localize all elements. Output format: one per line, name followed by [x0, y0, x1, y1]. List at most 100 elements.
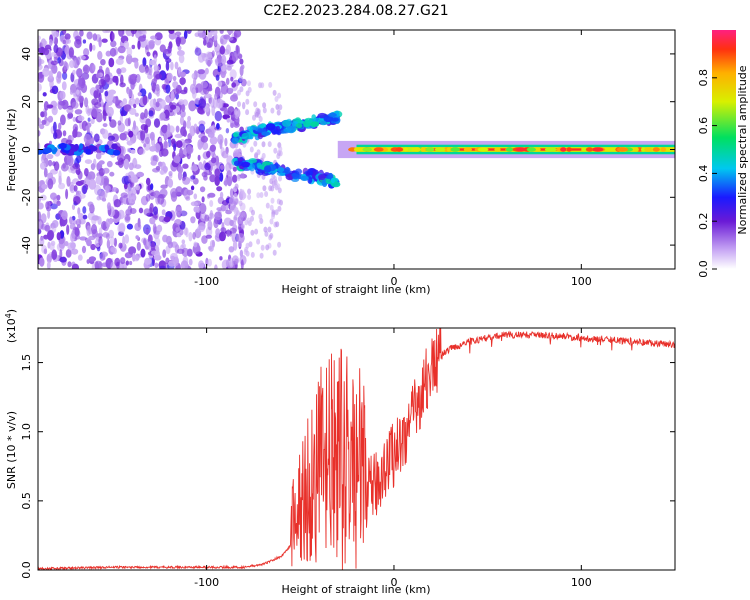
heatmap-cell	[41, 119, 47, 125]
carrier-blob	[616, 147, 629, 152]
heatmap-cell	[102, 110, 107, 122]
carrier-blob	[494, 147, 501, 152]
heatmap-cell	[269, 204, 274, 211]
heatmap-cell	[99, 65, 103, 71]
heatmap-cell	[89, 42, 93, 52]
heatmap-cell	[126, 223, 133, 230]
heatmap-cell	[153, 118, 161, 128]
heatmap-cell	[58, 122, 62, 131]
heatmap-cell	[72, 116, 77, 122]
heatmap-cell	[300, 175, 309, 181]
heatmap-cell	[187, 115, 192, 122]
heatmap-cell	[229, 188, 234, 198]
heatmap-cell	[165, 61, 170, 71]
heatmap-cell	[215, 74, 220, 81]
heatmap-cell	[73, 185, 78, 192]
heatmap-cell	[282, 119, 291, 127]
heatmap-cell	[268, 81, 273, 88]
heatmap-cell	[275, 125, 280, 131]
heatmap-cell	[253, 140, 258, 147]
heatmap-cell	[113, 237, 117, 247]
heatmap-cell	[234, 207, 239, 213]
carrier-blob	[434, 147, 446, 152]
heatmap-cell	[43, 40, 48, 46]
heatmap-cell	[132, 252, 136, 262]
heatmap-cell	[164, 78, 170, 86]
heatmap-cell	[194, 47, 202, 56]
heatmap-cell	[126, 47, 133, 57]
heatmap-cell	[286, 125, 296, 134]
heatmap-cell	[242, 101, 246, 110]
heatmap-axes: -100 0 100 -40 -20 0 20 40	[20, 30, 675, 288]
heatmap-cell	[204, 214, 210, 222]
heatmap-cell	[39, 123, 45, 130]
heatmap-cell	[153, 206, 158, 216]
carrier-blob	[515, 147, 527, 152]
heatmap-cell	[236, 233, 245, 244]
heatmap-cell	[305, 171, 311, 177]
heatmap-cell	[188, 100, 197, 112]
heatmap-cell	[228, 246, 235, 253]
heatmap-cell	[120, 74, 124, 85]
heatmap-cell	[233, 193, 238, 199]
heatmap-cell	[155, 73, 163, 80]
heatmap-cell	[216, 123, 220, 130]
heatmap-cell	[142, 57, 147, 67]
heatmap-cell	[190, 175, 196, 180]
heatmap-cell	[50, 203, 58, 210]
heatmap-cell	[259, 252, 264, 259]
heatmap-cell	[46, 261, 51, 269]
heatmap-cell	[45, 201, 50, 210]
heatmap-cell	[95, 175, 102, 185]
heatmap-cell	[116, 68, 122, 75]
heatmap-cell	[151, 83, 156, 93]
heatmap-cell	[69, 89, 74, 95]
heatmap-cell	[106, 160, 113, 168]
heatmap-cell	[84, 97, 89, 108]
heatmap-cell	[179, 77, 186, 85]
heatmap-cell	[159, 99, 166, 109]
heatmap-cell	[53, 131, 58, 140]
carrier-blob	[425, 147, 435, 152]
heatmap-cell	[248, 158, 257, 164]
heatmap-cell	[232, 93, 238, 99]
y-tick-label: -20	[20, 188, 33, 206]
heatmap-cell	[217, 55, 222, 64]
heatmap-cell	[72, 129, 78, 138]
heatmap-cell	[111, 32, 115, 41]
snr-series	[38, 328, 675, 570]
heatmap-cell	[231, 255, 239, 266]
heatmap-cell	[130, 149, 136, 154]
heatmap-cell	[236, 175, 241, 182]
heatmap-cell	[101, 38, 108, 43]
heatmap-cell	[239, 249, 244, 258]
heatmap-cell	[117, 120, 122, 126]
heatmap-cell	[220, 38, 224, 45]
colorbar: 0.0 0.2 0.4 0.6 0.8 Normalized spectral ampl…	[697, 30, 749, 278]
heatmap-cell	[267, 226, 272, 233]
heatmap-cell	[114, 257, 121, 267]
heatmap-cell	[239, 76, 243, 82]
heatmap-cell	[219, 256, 223, 261]
heatmap-ylabel: Frequency (Hz)	[5, 109, 18, 192]
heatmap-cell	[163, 140, 168, 149]
heatmap-cell	[56, 232, 61, 241]
heatmap-cell	[277, 241, 282, 248]
carrier-blob	[373, 147, 384, 152]
heatmap-cell	[49, 79, 54, 89]
heatmap-cell	[153, 54, 158, 64]
heatmap-cell	[245, 109, 250, 116]
heatmap-cell	[124, 234, 130, 244]
heatmap-cell	[226, 59, 234, 65]
heatmap-cell	[129, 108, 137, 115]
heatmap-cell	[124, 252, 133, 259]
heatmap-cell	[193, 123, 198, 134]
heatmap-cell	[58, 100, 66, 106]
colorbar-tick-label: 0.4	[697, 165, 710, 183]
heatmap-cell	[207, 87, 213, 92]
heatmap-cell	[233, 30, 242, 38]
heatmap-cell	[265, 244, 270, 251]
heatmap-cell	[186, 189, 194, 196]
heatmap-cell	[118, 222, 126, 233]
heatmap-cell	[272, 249, 277, 256]
